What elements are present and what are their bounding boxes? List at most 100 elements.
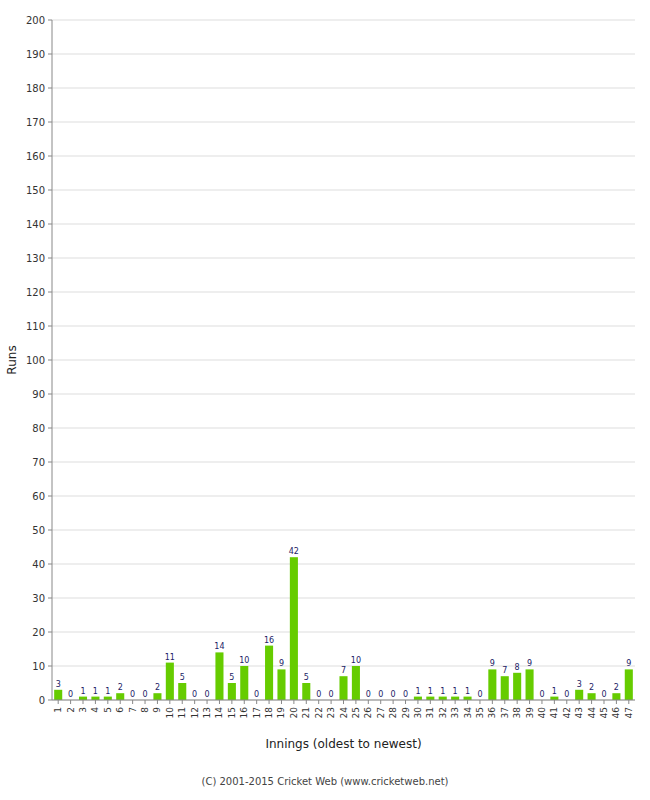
bar [526, 669, 534, 700]
y-axis: 0102030405060708090100110120130140150160… [26, 15, 52, 706]
x-tick-label: 13 [202, 707, 212, 718]
data-label: 16 [264, 636, 274, 645]
x-tick-label: 19 [276, 707, 286, 719]
data-label: 9 [626, 659, 631, 668]
data-label: 10 [239, 656, 249, 665]
x-tick-label: 10 [165, 707, 175, 719]
data-label: 0 [539, 690, 544, 699]
bar [54, 690, 62, 700]
y-tick-label: 150 [26, 185, 45, 196]
data-label: 11 [165, 653, 175, 662]
bar [178, 683, 186, 700]
x-tick [492, 700, 493, 704]
grid-line [52, 122, 635, 123]
x-tick [393, 700, 394, 704]
x-tick [107, 700, 108, 704]
x-tick-label: 46 [611, 707, 621, 719]
y-tick-label: 40 [32, 559, 45, 570]
y-axis-label: Runs [5, 345, 19, 374]
x-tick [120, 700, 121, 704]
data-label: 5 [229, 673, 234, 682]
x-tick-label: 14 [214, 707, 224, 719]
y-tick-label: 100 [26, 355, 45, 366]
x-tick [318, 700, 319, 704]
grid-line [52, 224, 635, 225]
grid-line [52, 462, 635, 463]
x-tick-label: 25 [351, 707, 361, 718]
y-axis-line [52, 20, 53, 700]
grid-line [52, 258, 635, 259]
y-tick-label: 160 [26, 151, 45, 162]
x-tick-label: 12 [190, 707, 200, 718]
grid-line [52, 632, 635, 633]
x-tick [169, 700, 170, 704]
grid-line [52, 496, 635, 497]
bar [464, 697, 472, 700]
x-tick-label: 28 [388, 707, 398, 719]
x-tick-label: 31 [425, 707, 435, 718]
x-tick [616, 700, 617, 704]
grid-line [52, 88, 635, 89]
y-tick [48, 632, 52, 633]
x-axis-label: Innings (oldest to newest) [265, 737, 421, 751]
data-label: 0 [130, 690, 135, 699]
data-label: 0 [564, 690, 569, 699]
bar [153, 693, 161, 700]
bar [439, 697, 447, 700]
y-tick-label: 170 [26, 117, 45, 128]
data-label: 0 [403, 690, 408, 699]
x-tick-label: 42 [562, 707, 572, 718]
x-tick [405, 700, 406, 704]
x-tick-label: 20 [289, 707, 299, 719]
x-tick-label: 33 [450, 707, 460, 718]
data-label: 1 [415, 687, 420, 696]
x-tick-label: 4 [90, 707, 100, 713]
x-tick [517, 700, 518, 704]
bar [228, 683, 236, 700]
data-label: 0 [477, 690, 482, 699]
y-tick [48, 20, 52, 21]
y-tick [48, 564, 52, 565]
data-label: 42 [289, 547, 299, 556]
x-tick [95, 700, 96, 704]
data-label: 0 [192, 690, 197, 699]
x-tick-label: 38 [512, 707, 522, 719]
x-tick-label: 37 [500, 707, 510, 718]
bar [352, 666, 360, 700]
y-tick-label: 0 [39, 695, 45, 706]
x-tick-label: 43 [574, 707, 584, 718]
bar [339, 676, 347, 700]
y-tick-label: 180 [26, 83, 45, 94]
y-tick-label: 20 [32, 627, 45, 638]
x-tick-label: 11 [177, 707, 187, 718]
y-tick-label: 30 [32, 593, 45, 604]
bar [488, 669, 496, 700]
grid [52, 20, 635, 700]
x-tick [219, 700, 220, 704]
x-tick-label: 27 [376, 707, 386, 718]
y-tick [48, 190, 52, 191]
bar [166, 663, 174, 700]
bar [290, 557, 298, 700]
data-label: 0 [378, 690, 383, 699]
y-tick [48, 462, 52, 463]
y-tick-label: 130 [26, 253, 45, 264]
x-tick-label: 39 [525, 707, 535, 719]
bar [451, 697, 459, 700]
x-tick [83, 700, 84, 704]
y-tick [48, 700, 52, 701]
x-tick [579, 700, 580, 704]
x-tick [591, 700, 592, 704]
x-tick-label: 6 [115, 707, 125, 713]
y-tick [48, 496, 52, 497]
x-tick-label: 7 [128, 707, 138, 713]
data-label: 1 [105, 687, 110, 696]
x-tick [157, 700, 158, 704]
x-tick-label: 1 [53, 707, 63, 713]
data-label: 0 [329, 690, 334, 699]
x-tick [58, 700, 59, 704]
bar [501, 676, 509, 700]
grid-line [52, 156, 635, 157]
x-tick-label: 9 [152, 707, 162, 713]
x-tick [368, 700, 369, 704]
